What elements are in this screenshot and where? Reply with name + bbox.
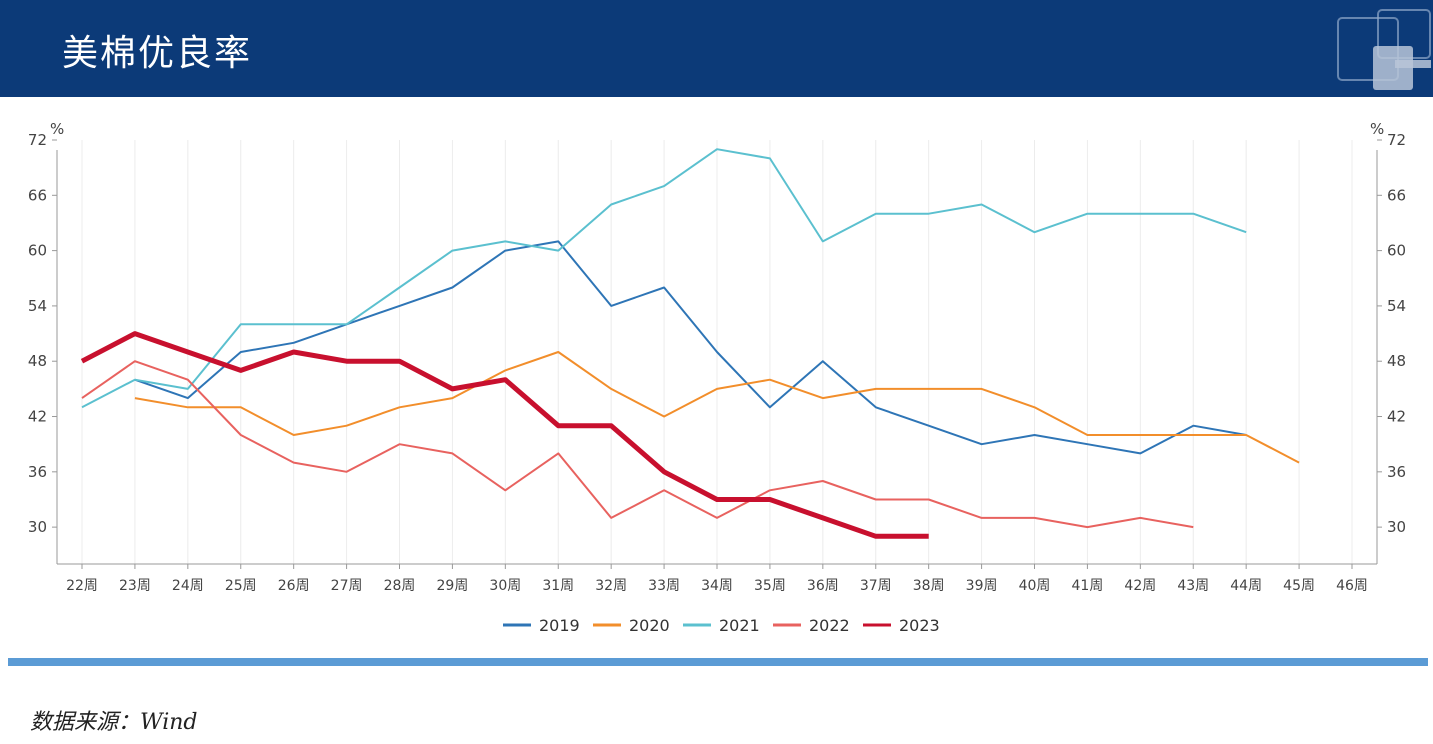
y-tick-label-right: 72 — [1387, 131, 1406, 149]
y-tick-label-right: 66 — [1387, 186, 1406, 204]
x-tick-label: 30周 — [489, 578, 521, 594]
page-title: 美棉优良率 — [62, 33, 253, 74]
y-tick-label-left: 66 — [28, 186, 47, 204]
legend-label-2023: 2023 — [899, 616, 940, 635]
tick-labels: 30 30 36 36 42 42 48 48 54 54 60 60 66 66 72 72 22周 23周 24… — [28, 131, 1406, 594]
x-tick-label: 35周 — [754, 578, 786, 594]
legend-label-2022: 2022 — [809, 616, 850, 635]
y-tick-label-left: 72 — [28, 131, 47, 149]
series-line-2021 — [81, 148, 1247, 409]
series-lines — [80, 148, 1300, 539]
y-tick-label-left: 48 — [28, 352, 47, 370]
y-tick-label-left: 54 — [28, 297, 47, 315]
x-tick-label: 28周 — [384, 578, 416, 594]
x-tick-label: 42周 — [1124, 578, 1156, 594]
x-tick-label: 37周 — [860, 578, 892, 594]
y-tick-label-left: 42 — [28, 408, 47, 426]
x-tick-label: 29周 — [437, 578, 469, 594]
y-tick-label-left: 60 — [28, 242, 47, 260]
footer-divider — [8, 658, 1428, 666]
x-tick-label: 25周 — [225, 578, 257, 594]
x-tick-label: 41周 — [1072, 578, 1104, 594]
y-tick-label-left: 30 — [28, 518, 47, 536]
x-tick-label: 34周 — [701, 578, 733, 594]
series-line-2020 — [134, 351, 1300, 464]
axes — [52, 139, 1382, 569]
data-source: 数据来源：Wind — [30, 710, 198, 735]
x-tick-label: 43周 — [1177, 578, 1209, 594]
x-tick-label: 24周 — [172, 578, 204, 594]
x-tick-label: 27周 — [331, 578, 363, 594]
x-tick-label: 46周 — [1336, 578, 1368, 594]
x-tick-label: 36周 — [807, 578, 839, 594]
series-line-2019 — [134, 240, 1247, 455]
x-tick-label: 40周 — [1019, 578, 1051, 594]
y-tick-label-right: 60 — [1387, 242, 1406, 260]
y-tick-label-right: 48 — [1387, 352, 1406, 370]
y-tick-label-left: 36 — [28, 463, 47, 481]
chart-area: % % 30 30 36 36 42 42 48 48 54 54 60 60 66 66 72 72 22周 2… — [28, 120, 1406, 635]
x-tick-label: 31周 — [542, 578, 574, 594]
y-tick-label-right: 30 — [1387, 518, 1406, 536]
x-tick-label: 38周 — [913, 578, 945, 594]
x-tick-label: 32周 — [595, 578, 627, 594]
x-tick-label: 22周 — [66, 578, 98, 594]
legend: 2019 2020 2021 2022 2023 — [503, 616, 940, 635]
x-tick-label: 45周 — [1283, 578, 1315, 594]
x-tick-label: 33周 — [648, 578, 680, 594]
series-line-2023 — [80, 331, 929, 539]
series-line-2022 — [81, 360, 1194, 529]
y-axis-label-right: % — [1370, 120, 1384, 138]
x-tick-label: 39周 — [966, 578, 998, 594]
company-logo — [1337, 9, 1431, 90]
x-tick-label: 23周 — [119, 578, 151, 594]
x-tick-label: 44周 — [1230, 578, 1262, 594]
y-tick-label-right: 54 — [1387, 297, 1406, 315]
legend-label-2019: 2019 — [539, 616, 580, 635]
x-tick-label: 26周 — [278, 578, 310, 594]
y-axis-label-left: % — [50, 120, 64, 138]
y-tick-label-right: 42 — [1387, 408, 1406, 426]
header-banner: 美棉优良率 — [0, 0, 1433, 97]
y-tick-label-right: 36 — [1387, 463, 1406, 481]
legend-label-2021: 2021 — [719, 616, 760, 635]
legend-label-2020: 2020 — [629, 616, 670, 635]
